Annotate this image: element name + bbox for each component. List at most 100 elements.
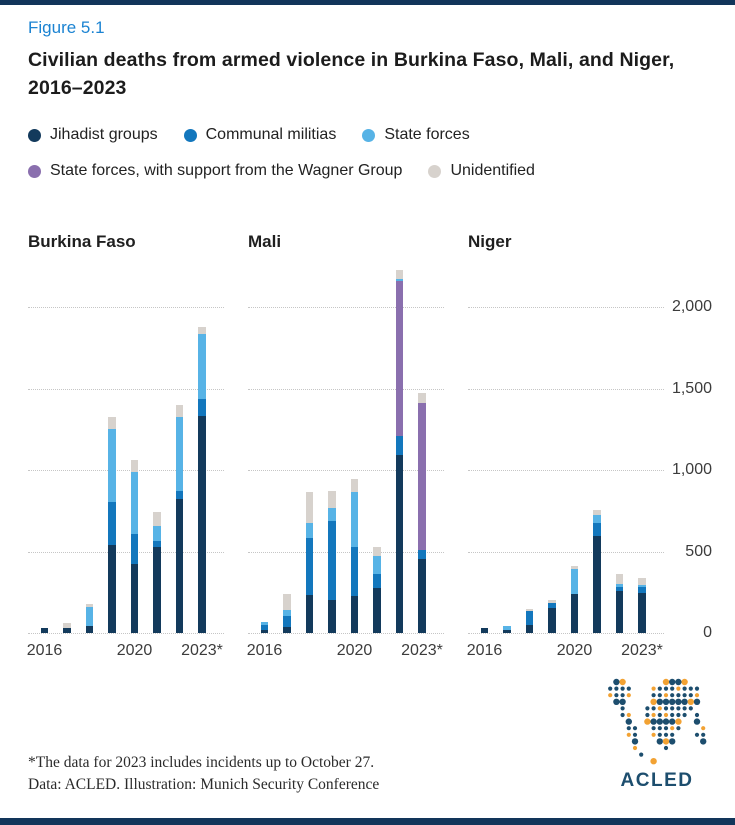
bar-segment-jihadist xyxy=(40,628,49,633)
bar-2017 xyxy=(503,626,511,633)
bar-2016 xyxy=(260,621,269,633)
gridline-500 xyxy=(468,551,664,553)
gridline-2000 xyxy=(468,307,664,308)
bar-2021 xyxy=(153,511,161,633)
panel-title: Mali xyxy=(248,232,282,251)
bar-segment-state xyxy=(638,584,646,588)
bar-segment-communal xyxy=(373,573,381,589)
x-tick-label-2016: 2016 xyxy=(246,642,283,659)
bar-2023 xyxy=(638,578,646,633)
bar-segment-unidentified xyxy=(395,269,404,280)
bar-2017 xyxy=(283,593,291,633)
bar-2016 xyxy=(480,628,489,633)
bar-2020 xyxy=(350,478,359,633)
y-axis: 0 500 1,000 1,500 2,000 xyxy=(658,232,712,668)
bar-segment-communal xyxy=(615,586,624,592)
y-tick-label-1000: 1,000 xyxy=(671,461,712,478)
bar-segment-jihadist xyxy=(373,588,381,633)
bar-segment-state xyxy=(328,507,336,522)
bar-segment-state xyxy=(153,526,161,541)
bar-2016 xyxy=(40,628,49,633)
bar-2019 xyxy=(328,491,336,633)
bar-segment-unidentified xyxy=(570,566,579,570)
bar-2022 xyxy=(615,574,624,633)
bar-segment-jihadist xyxy=(328,600,336,633)
bar-segment-communal xyxy=(638,587,646,594)
bar-2018 xyxy=(85,604,94,633)
bar-segment-jihadist xyxy=(283,627,291,633)
panel-title: Niger xyxy=(468,232,512,251)
bar-segment-wagner xyxy=(418,403,426,550)
legend-row-1: Jihadist groups Communal militias State fo… xyxy=(28,126,470,144)
figure-label: Figure 5.1 xyxy=(28,18,105,37)
bar-segment-jihadist xyxy=(638,593,646,633)
bar-segment-communal xyxy=(525,611,534,625)
bar-segment-unidentified xyxy=(63,623,71,629)
legend-item-jihadist: Jihadist groups xyxy=(28,126,158,144)
bar-segment-communal xyxy=(350,546,359,596)
bar-segment-unidentified xyxy=(198,326,206,334)
bar-2022 xyxy=(175,404,184,633)
bar-segment-jihadist xyxy=(198,416,206,633)
bar-segment-unidentified xyxy=(305,492,314,523)
bar-2023 xyxy=(198,326,206,633)
bar-segment-unidentified xyxy=(153,511,161,527)
bar-segment-state xyxy=(395,279,404,281)
bar-segment-unidentified xyxy=(130,460,139,473)
bar-segment-communal xyxy=(283,615,291,628)
bar-segment-jihadist xyxy=(260,629,269,633)
legend-dot-unidentified-icon xyxy=(428,164,442,178)
bar-segment-state xyxy=(175,417,184,492)
x-tick-label-2020: 2020 xyxy=(116,642,153,659)
legend-dot-state-icon xyxy=(362,128,376,142)
acled-wordmark: ACLED xyxy=(620,770,694,791)
bar-2020 xyxy=(570,566,579,633)
top-accent-bar xyxy=(0,0,735,5)
acled-logo xyxy=(608,678,707,765)
legend-label-wagner: State forces, with support from the Wagn… xyxy=(50,162,403,179)
bar-segment-unidentified xyxy=(108,417,116,430)
bar-segment-unidentified xyxy=(548,600,556,603)
legend-row-2: State forces, with support from the Wagn… xyxy=(28,162,535,180)
gridline-1000 xyxy=(28,470,224,471)
gridline-1000 xyxy=(468,470,664,471)
y-tick-label-1500: 1,500 xyxy=(671,379,712,397)
bar-2022 xyxy=(395,269,404,633)
bar-segment-jihadist xyxy=(85,625,94,633)
footnote-line-1: *The data for 2023 includes incidents up… xyxy=(28,754,375,771)
bar-2017 xyxy=(63,623,71,633)
bar-2018 xyxy=(525,608,534,633)
bar-segment-unidentified xyxy=(373,547,381,557)
legend-item-wagner: State forces, with support from the Wagn… xyxy=(28,162,402,180)
bar-segment-communal xyxy=(305,538,314,595)
gridline-500 xyxy=(248,551,444,553)
bar-2018 xyxy=(305,492,314,633)
gridline-0 xyxy=(28,633,224,634)
bar-segment-jihadist xyxy=(350,595,359,633)
bar-segment-jihadist xyxy=(548,607,556,633)
gridline-0 xyxy=(468,633,664,634)
bar-segment-jihadist xyxy=(395,455,404,633)
bar-segment-communal xyxy=(328,521,336,601)
legend-item-communal: Communal militias xyxy=(183,126,336,144)
legend-dot-jihadist-icon xyxy=(28,128,41,142)
x-tick-label-2023: 2023* xyxy=(401,642,443,659)
bar-segment-jihadist xyxy=(175,499,184,633)
bar-segment-jihadist xyxy=(63,628,71,633)
legend-dot-wagner-icon xyxy=(28,164,41,178)
panel-niger: Niger 2016 2020 2023* xyxy=(467,232,664,668)
bar-segment-communal xyxy=(395,435,404,456)
legend-label-unidentified: Unidentified xyxy=(450,162,535,179)
panel-mali: Mali 2016 2020 2023* xyxy=(247,232,444,668)
bar-segment-unidentified xyxy=(328,491,336,508)
bar-segment-jihadist xyxy=(615,591,624,633)
bar-segment-communal xyxy=(198,399,206,417)
bar-segment-unidentified xyxy=(350,478,359,493)
footnote-line-2: Data: ACLED. Illustration: Munich Securi… xyxy=(28,776,380,793)
legend-item-state: State forces xyxy=(362,126,470,144)
bar-segment-jihadist xyxy=(503,629,511,633)
panel-title: Burkina Faso xyxy=(28,232,136,251)
bar-segment-state xyxy=(108,429,116,502)
bar-2019 xyxy=(548,600,556,633)
legend-label-state: State forces xyxy=(384,126,470,143)
